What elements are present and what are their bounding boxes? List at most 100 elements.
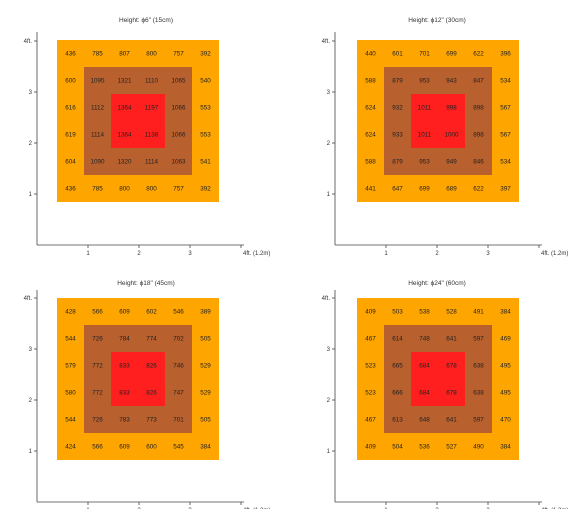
cell-value: 534 [500,78,511,85]
cell-value: 800 [146,186,157,193]
y-tick-label: 3 [327,90,331,96]
cell-value: 588 [365,78,376,85]
cell-value: 384 [200,444,211,451]
x-tick-label: 3 [188,251,192,257]
cell-value: 541 [200,159,211,166]
cell-value: 1320 [117,159,132,166]
cell-value: 1063 [171,159,186,166]
cell-value: 666 [392,390,403,397]
cell-value: 469 [500,336,511,343]
cell-value: 424 [65,444,76,451]
cell-value: 846 [473,159,484,166]
inner-zone [111,352,165,406]
cell-value: 833 [119,390,130,397]
cell-value: 389 [200,309,211,316]
cell-value: 784 [119,336,130,343]
y-tick-label: 1 [327,449,331,455]
cell-value: 1364 [117,132,132,139]
cell-value: 898 [473,132,484,139]
cell-value: 527 [446,444,457,451]
cell-value: 1197 [145,105,159,112]
cell-value: 1095 [90,78,105,85]
cell-value: 773 [146,417,157,424]
cell-value: 953 [419,159,430,166]
cell-value: 684 [419,363,430,370]
cell-value: 470 [500,417,511,424]
x-tick-label: 2 [137,251,141,257]
cell-value: 409 [365,444,376,451]
cell-value: 879 [392,78,403,85]
cell-value: 528 [446,309,457,316]
cell-value: 505 [200,336,211,343]
cell-value: 440 [365,51,376,58]
cell-value: 785 [92,186,103,193]
x-tick-label: 1 [384,251,388,257]
cell-value: 1011 [418,132,432,139]
panel-title: Height: ϕ18" (45cm) [117,280,175,287]
inner-zone [411,352,465,406]
cell-value: 540 [200,78,211,85]
cell-value: 523 [365,390,376,397]
cell-value: 772 [92,390,103,397]
cell-value: 441 [365,186,376,193]
y-tick-label: 2 [29,398,33,404]
cell-value: 847 [473,78,484,85]
cell-value: 504 [392,444,403,451]
cell-value: 619 [65,132,76,139]
cell-value: 553 [200,105,211,112]
cell-value: 1066 [171,132,186,139]
cell-value: 932 [392,105,403,112]
heatmap-panel-1: Height: ϕ6" (15cm) 1 1 2 2 3 3 4ft. (1.2m) 4ft. 4… [24,17,271,257]
x-tick-label: 4ft. (1.2m) [541,251,568,257]
y-tick-label: 4ft. [322,39,331,45]
cell-value: 503 [392,309,403,316]
cell-value: 647 [392,186,403,193]
cell-value: 392 [200,186,211,193]
cell-value: 800 [119,186,130,193]
cell-value: 397 [500,186,511,193]
cell-value: 641 [446,417,457,424]
y-tick-label: 2 [29,141,33,147]
cell-value: 436 [65,186,76,193]
cell-value: 396 [500,51,511,58]
cell-value: 699 [419,186,430,193]
cell-value: 392 [200,51,211,58]
cell-value: 774 [146,336,157,343]
cell-value: 553 [200,132,211,139]
cell-value: 1065 [171,78,186,85]
cell-value: 622 [473,186,484,193]
cell-value: 772 [92,363,103,370]
y-tick-label: 3 [29,347,33,353]
inner-zone [411,94,465,148]
cell-value: 491 [473,309,484,316]
cell-value: 1321 [117,78,132,85]
cell-value: 529 [200,363,211,370]
cell-value: 1011 [418,105,432,112]
cell-value: 747 [173,390,184,397]
x-tick-label: 1 [86,251,90,257]
cell-value: 580 [65,390,76,397]
cell-value: 726 [92,336,103,343]
y-tick-label: 4ft. [24,39,33,45]
y-tick-label: 3 [29,90,33,96]
cell-value: 567 [500,132,511,139]
y-tick-label: 2 [327,398,331,404]
cell-value: 600 [65,78,76,85]
cell-value: 1066 [171,105,186,112]
cell-value: 953 [419,78,430,85]
cell-value: 702 [173,336,184,343]
cell-value: 436 [65,51,76,58]
cell-value: 523 [365,363,376,370]
cell-value: 536 [419,444,430,451]
cell-value: 567 [500,105,511,112]
cell-value: 933 [392,132,403,139]
y-tick-label: 1 [327,192,331,198]
cell-value: 998 [446,105,457,112]
cell-value: 613 [392,417,403,424]
cell-value: 949 [446,159,457,166]
cell-value: 1000 [444,132,459,139]
cell-value: 748 [419,336,430,343]
cell-value: 757 [173,186,184,193]
cell-value: 746 [173,363,184,370]
